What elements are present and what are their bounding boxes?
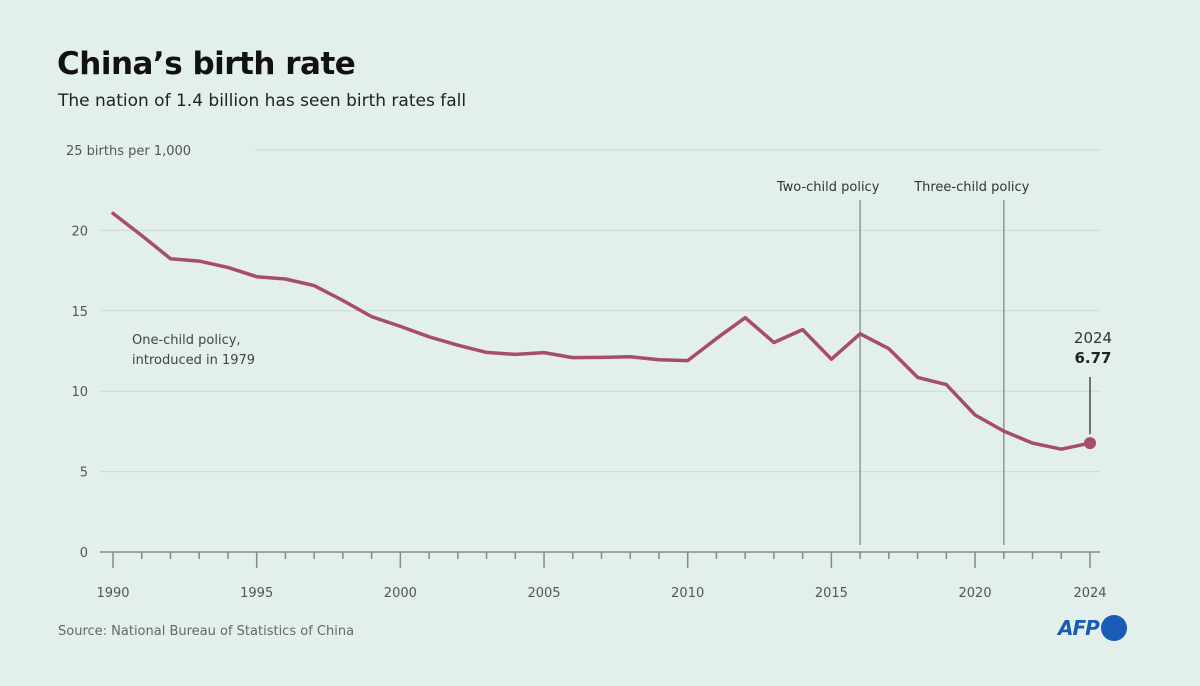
y-tick-label: 10 [71, 385, 88, 400]
source-note: Source: National Bureau of Statistics of… [58, 624, 355, 639]
x-tick-label: 2024 [1073, 586, 1106, 601]
x-tick-label: 2015 [815, 586, 848, 601]
x-tick-label: 2020 [959, 586, 992, 601]
afp-logo-dot [1100, 615, 1127, 641]
end-label-year: 2024 [1074, 329, 1112, 347]
data-point [1084, 437, 1096, 450]
afp-logo: AFP [1058, 615, 1127, 641]
x-tick-label: 1995 [240, 586, 273, 601]
x-tick-label: 2005 [527, 586, 560, 601]
y-tick-label: 5 [80, 466, 88, 481]
policy-label: Three-child policy [913, 180, 1029, 195]
x-tick-label: 1990 [96, 586, 129, 601]
end-label-value: 6.77 [1074, 349, 1111, 367]
birth-rate-line [111, 211, 1092, 451]
x-tick-label: 2010 [671, 586, 704, 601]
afp-logo-text: AFP [1058, 616, 1100, 640]
y-tick-label: 25 births per 1,000 [66, 144, 191, 159]
y-tick-label: 0 [80, 546, 88, 561]
x-tick-label: 2000 [384, 586, 417, 601]
annotation-one-child-2: introduced in 1979 [132, 353, 255, 368]
y-tick-label: 15 [71, 305, 88, 320]
y-tick-label: 20 [71, 224, 88, 239]
chart-title: China’s birth rate [57, 46, 356, 82]
chart-subtitle: The nation of 1.4 billion has seen birth… [58, 91, 467, 111]
annotation-one-child: One-child policy, [132, 333, 241, 348]
policy-label: Two-child policy [776, 180, 880, 195]
